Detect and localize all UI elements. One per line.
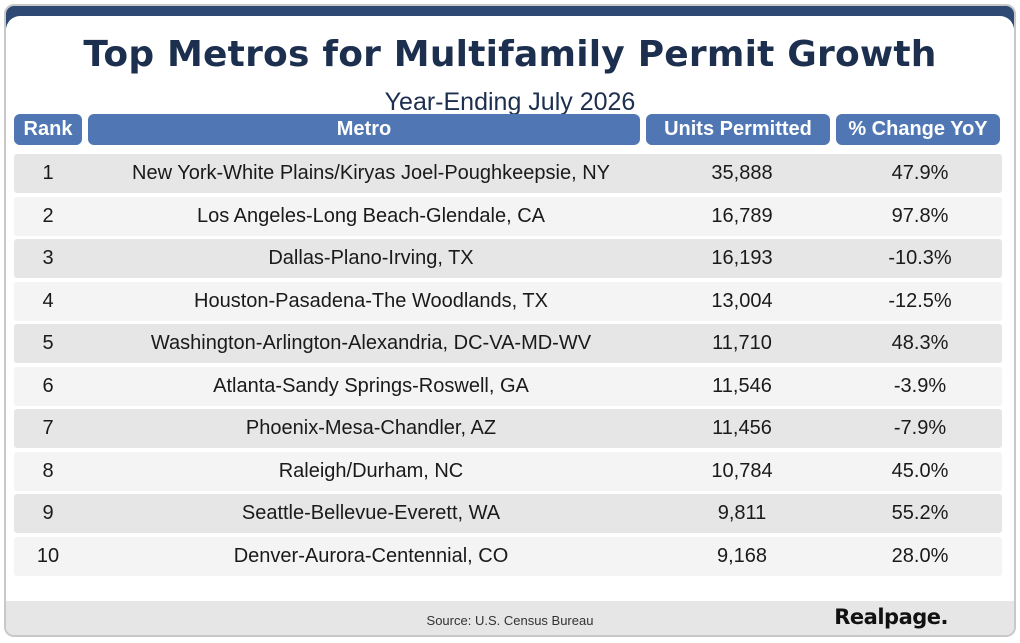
- table-row: 9 Seattle-Bellevue-Everett, WA 9,811 55.2%: [14, 494, 1002, 533]
- units-cell: 16,193: [711, 247, 773, 269]
- rank-cell: 8: [42, 459, 54, 482]
- change-cell: 47.9%: [891, 162, 949, 184]
- change-cell: 97.8%: [891, 204, 949, 227]
- page-subtitle: Year-Ending July 2026: [384, 88, 636, 116]
- page-title: Top Metros for Multifamily Permit Growth: [83, 34, 937, 75]
- column-header-units: Units Permitted: [646, 114, 830, 145]
- rank-cell: 9: [42, 502, 54, 524]
- change-cell: 48.3%: [891, 332, 949, 354]
- column-header-rank: Rank: [14, 114, 82, 145]
- table-row: 3 Dallas-Plano-Irving, TX 16,193 -10.3%: [14, 239, 1002, 278]
- footer: Source: U.S. Census Bureau Realpage.: [6, 601, 1014, 635]
- change-cell: -3.9%: [893, 374, 947, 397]
- units-cell: 9,168: [716, 544, 768, 567]
- metro-cell: Atlanta-Sandy Springs-Roswell, GA: [213, 374, 529, 397]
- column-header-metro: Metro: [88, 114, 640, 145]
- units-cell: 13,004: [711, 289, 773, 312]
- rank-cell: 7: [42, 417, 54, 439]
- units-cell: 11,456: [712, 417, 772, 439]
- change-cell: 45.0%: [891, 459, 949, 482]
- metro-cell: Dallas-Plano-Irving, TX: [268, 247, 474, 269]
- rank-cell: 2: [42, 204, 54, 227]
- table-card: Top Metros for Multifamily Permit Growth…: [4, 4, 1016, 637]
- table-row: 7 Phoenix-Mesa-Chandler, AZ 11,456 -7.9%: [14, 409, 1002, 448]
- rank-cell: 4: [42, 289, 54, 312]
- metro-cell: New York-White Plains/Kiryas Joel-Poughk…: [132, 162, 610, 184]
- rank-cell: 6: [42, 374, 54, 397]
- units-cell: 16,789: [711, 204, 773, 227]
- change-cell: -7.9%: [893, 417, 947, 439]
- rank-cell: 10: [36, 544, 60, 567]
- units-cell: 11,546: [712, 374, 772, 397]
- table-body: 1 New York-White Plains/Kiryas Joel-Pough…: [14, 154, 1002, 579]
- rank-cell: 1: [42, 162, 54, 184]
- units-cell: 35,888: [711, 162, 773, 184]
- rank-cell: 5: [42, 332, 54, 354]
- table-row: 6 Atlanta-Sandy Springs-Roswell, GA 11,546…: [14, 366, 1002, 406]
- change-cell: -12.5%: [888, 289, 952, 312]
- table-row: 2 Los Angeles-Long Beach-Glendale, CA 16,7…: [14, 196, 1002, 236]
- units-cell: 11,710: [712, 332, 772, 354]
- table-row: 4 Houston-Pasadena-The Woodlands, TX 13,00…: [14, 281, 1002, 321]
- table-row: 5 Washington-Arlington-Alexandria, DC-VA-…: [14, 324, 1002, 363]
- table-row: 10 Denver-Aurora-Centennial, CO 9,168 28.0%: [14, 536, 1002, 576]
- change-cell: 28.0%: [891, 544, 949, 567]
- title-area: Top Metros for Multifamily Permit Growth…: [6, 16, 1014, 116]
- source-note: Source: U.S. Census Bureau: [426, 613, 594, 628]
- table-row: 8 Raleigh/Durham, NC 10,784 45.0%: [14, 451, 1002, 491]
- metro-cell: Denver-Aurora-Centennial, CO: [233, 544, 509, 567]
- table-row: 1 New York-White Plains/Kiryas Joel-Pough…: [14, 154, 1002, 193]
- units-cell: 10,784: [711, 459, 773, 482]
- metro-cell: Los Angeles-Long Beach-Glendale, CA: [196, 204, 545, 227]
- metro-cell: Houston-Pasadena-The Woodlands, TX: [194, 289, 548, 312]
- metro-cell: Raleigh/Durham, NC: [278, 459, 464, 482]
- metro-cell: Phoenix-Mesa-Chandler, AZ: [245, 417, 497, 439]
- realpage-logo: Realpage.: [834, 605, 948, 629]
- change-cell: 55.2%: [891, 502, 949, 524]
- change-cell: -10.3%: [888, 247, 952, 269]
- metro-cell: Washington-Arlington-Alexandria, DC-VA-M…: [150, 332, 592, 354]
- column-header-change: % Change YoY: [836, 114, 1000, 145]
- metro-cell: Seattle-Bellevue-Everett, WA: [241, 502, 501, 524]
- rank-cell: 3: [42, 247, 54, 269]
- units-cell: 9,811: [717, 502, 767, 524]
